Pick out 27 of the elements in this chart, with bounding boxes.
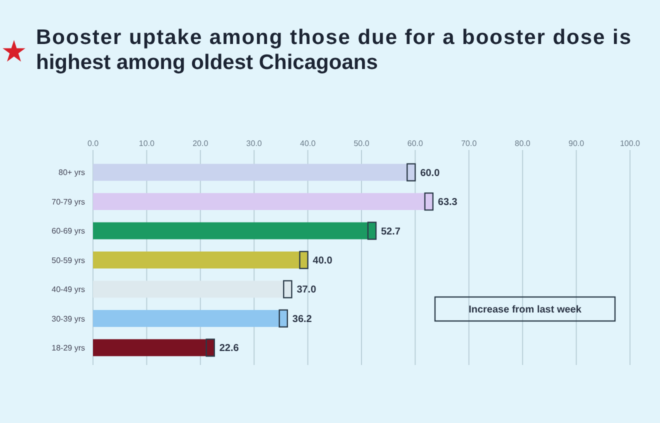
total-label: 60.0: [420, 168, 440, 179]
x-tick-label: 60.0: [407, 139, 424, 148]
total-label: 37.0: [296, 284, 317, 296]
total-label: 36.2: [292, 314, 312, 325]
y-tick-label: 80+ yrs: [58, 168, 85, 178]
chart-title: Booster uptake among those due for a booster dose is highest among oldest Chicagoans: [36, 26, 631, 74]
x-tick-label: 30.0: [246, 139, 262, 148]
total-label: 63.3: [438, 197, 458, 208]
total-label: 52.7: [381, 226, 401, 238]
x-tick-label: 100.0: [620, 139, 641, 148]
total-label: 40.0: [312, 256, 333, 266]
x-tick-label: 20.0: [192, 139, 209, 148]
y-tick-label: 70-79 yrs: [52, 197, 85, 206]
y-tick-label: 18-29 yrs: [52, 343, 85, 352]
y-tick-label: 30-39 yrs: [52, 314, 85, 324]
x-tick-label: 80.0: [514, 139, 531, 148]
y-tick-label: 40-49 yrs: [52, 285, 85, 294]
x-tick-label: 90.0: [568, 139, 585, 148]
y-tick-label: 60-69 yrs: [52, 226, 85, 236]
x-tick-label: 0.0: [87, 139, 100, 148]
x-tick-label: 10.0: [138, 139, 156, 148]
total-label: 22.6: [219, 343, 240, 354]
x-tick-label: 40.0: [300, 139, 316, 148]
x-tick-label: 50.0: [354, 139, 370, 148]
x-tick-label: 70.0: [461, 139, 478, 148]
text: Increase from last week: [468, 304, 582, 316]
y-tick-label: 50-59 yrs: [52, 256, 85, 265]
